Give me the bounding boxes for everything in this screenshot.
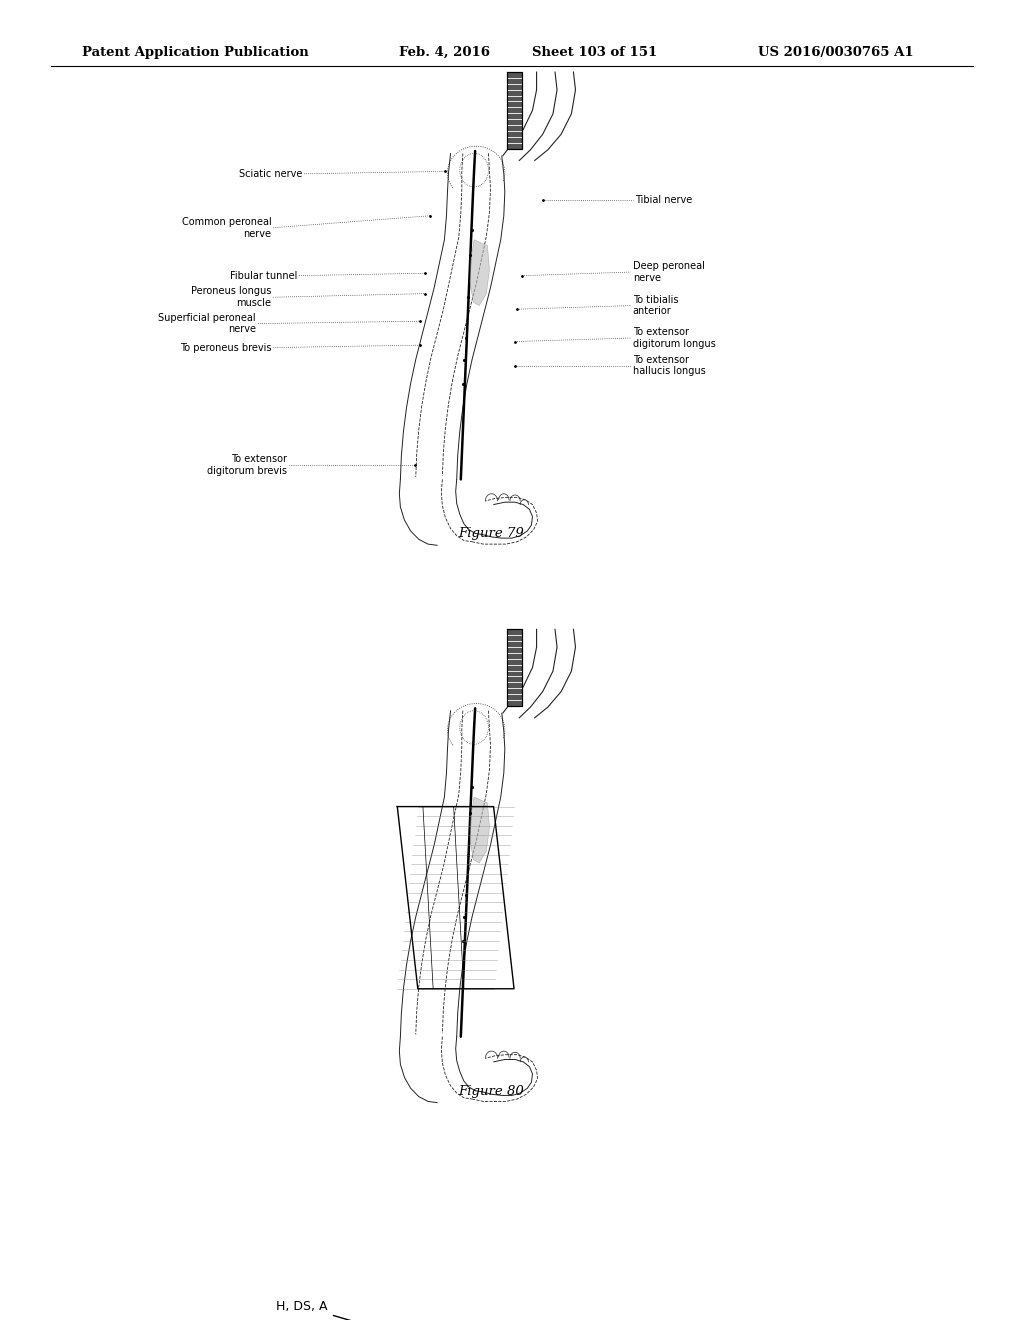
Text: H, DS, A: H, DS, A — [276, 1300, 421, 1320]
Bar — [507, 71, 522, 149]
Text: Superficial peroneal
nerve: Superficial peroneal nerve — [159, 313, 256, 334]
Bar — [507, 630, 522, 706]
Text: US 2016/0030765 A1: US 2016/0030765 A1 — [758, 46, 913, 59]
Text: To extensor
digitorum brevis: To extensor digitorum brevis — [207, 454, 287, 475]
Polygon shape — [470, 240, 489, 306]
Polygon shape — [470, 797, 489, 863]
Text: Figure 79: Figure 79 — [459, 527, 524, 540]
Text: To tibialis
anterior: To tibialis anterior — [633, 294, 678, 317]
Text: Patent Application Publication: Patent Application Publication — [82, 46, 308, 59]
Text: Feb. 4, 2016: Feb. 4, 2016 — [399, 46, 490, 59]
Text: Sheet 103 of 151: Sheet 103 of 151 — [532, 46, 657, 59]
Text: Figure 80: Figure 80 — [459, 1085, 524, 1098]
Text: To extensor
hallucis longus: To extensor hallucis longus — [633, 355, 706, 376]
Text: Sciatic nerve: Sciatic nerve — [239, 169, 302, 178]
Text: Tibial nerve: Tibial nerve — [635, 195, 692, 205]
Text: To extensor
digitorum longus: To extensor digitorum longus — [633, 327, 716, 348]
Text: Fibular tunnel: Fibular tunnel — [229, 271, 297, 281]
Text: Common peroneal
nerve: Common peroneal nerve — [181, 216, 271, 239]
Text: To peroneus brevis: To peroneus brevis — [180, 343, 271, 352]
Text: Deep peroneal
nerve: Deep peroneal nerve — [633, 261, 705, 282]
Text: Peroneus longus
muscle: Peroneus longus muscle — [191, 286, 271, 308]
